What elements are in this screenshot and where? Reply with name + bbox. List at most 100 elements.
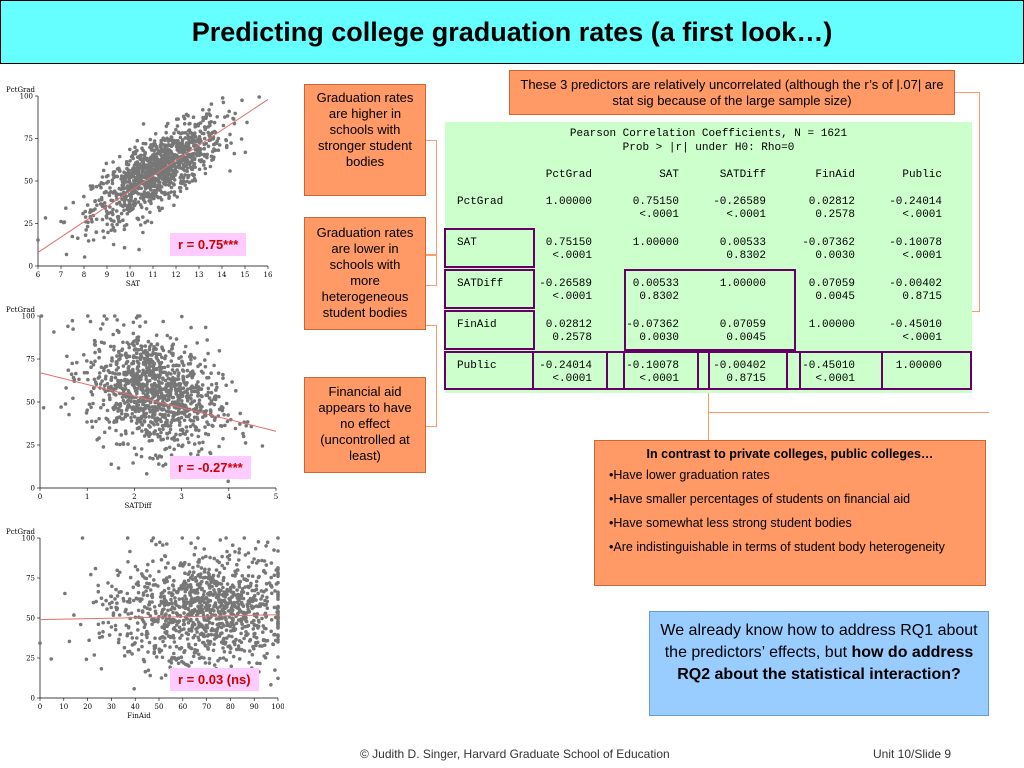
data-point: [187, 173, 191, 178]
data-point: [204, 554, 208, 559]
data-point: [168, 423, 173, 428]
data-point: [276, 655, 280, 659]
data-point: [172, 378, 177, 383]
data-point: [155, 456, 160, 460]
data-point: [276, 580, 280, 585]
correlation-value: 0.00533: [719, 237, 766, 249]
data-point: [138, 324, 142, 329]
highlight-satdiff-row: [444, 269, 535, 309]
data-point: [111, 172, 115, 177]
data-point: [163, 554, 168, 559]
data-point: [182, 418, 187, 423]
data-point: [144, 576, 149, 581]
data-point: [135, 421, 139, 425]
data-point: [120, 348, 124, 353]
p-value: 0.0030: [639, 332, 679, 344]
data-point: [133, 145, 137, 150]
data-point: [142, 420, 147, 424]
data-point: [186, 113, 190, 118]
data-point: [202, 589, 206, 594]
p-value: 0.8302: [639, 291, 679, 303]
x-tick-label: 10: [59, 703, 68, 711]
data-point: [116, 384, 120, 389]
data-point: [173, 387, 178, 391]
data-point: [152, 381, 157, 386]
data-point: [150, 421, 155, 425]
data-point: [144, 180, 149, 185]
data-point: [148, 400, 153, 405]
data-point: [194, 650, 198, 655]
data-point: [163, 565, 168, 570]
data-point: [177, 604, 181, 609]
data-point: [117, 200, 122, 205]
data-point: [203, 171, 208, 176]
data-point: [129, 399, 133, 404]
data-point: [197, 652, 201, 657]
data-point: [146, 404, 151, 408]
data-point: [194, 425, 198, 430]
data-point: [157, 396, 161, 401]
data-point: [140, 146, 144, 150]
question-plain: We already know how to address RQ1 about…: [660, 622, 978, 661]
data-point: [235, 562, 239, 567]
data-point: [252, 646, 256, 651]
data-point: [158, 151, 162, 155]
data-point: [132, 687, 136, 691]
data-point: [176, 589, 180, 594]
data-point: [161, 376, 165, 380]
data-point: [184, 597, 189, 601]
data-point: [178, 131, 183, 136]
data-point: [203, 325, 208, 330]
data-point: [36, 238, 40, 242]
data-point: [70, 234, 75, 239]
p-value: 0.0045: [815, 291, 855, 303]
data-point: [126, 560, 130, 564]
data-point: [179, 157, 183, 162]
data-point: [109, 378, 113, 382]
data-point: [216, 574, 221, 578]
data-point: [180, 181, 184, 186]
data-point: [137, 416, 142, 421]
data-point: [141, 230, 145, 235]
data-point: [133, 641, 137, 645]
data-point: [173, 596, 177, 600]
data-point: [160, 346, 165, 351]
data-point: [196, 434, 201, 439]
data-point: [169, 185, 174, 190]
data-point: [136, 628, 140, 632]
data-point: [101, 168, 106, 173]
data-point: [112, 170, 117, 174]
row-label: PctGrad: [457, 196, 504, 208]
data-point: [190, 626, 194, 631]
data-point: [263, 598, 267, 603]
data-point: [148, 210, 152, 215]
data-point: [148, 145, 152, 150]
data-point: [180, 410, 184, 415]
data-point: [207, 661, 212, 665]
data-point: [143, 622, 148, 626]
data-point: [110, 223, 114, 227]
data-point: [228, 169, 232, 173]
data-point: [144, 207, 149, 211]
data-point: [245, 591, 250, 596]
data-point: [98, 382, 103, 386]
data-point: [276, 634, 280, 639]
data-point: [69, 372, 74, 376]
data-point: [130, 206, 135, 211]
data-point: [255, 623, 259, 628]
data-point: [126, 626, 131, 630]
data-point: [241, 431, 245, 436]
data-point: [129, 415, 133, 420]
data-point: [152, 196, 156, 201]
data-point: [161, 387, 165, 391]
question-box: We already know how to address RQ1 about…: [649, 611, 989, 716]
data-point: [177, 625, 182, 630]
data-point: [210, 607, 214, 612]
data-point: [202, 146, 207, 151]
data-point: [153, 429, 157, 433]
data-point: [180, 140, 184, 144]
data-point: [206, 598, 211, 602]
data-point: [149, 342, 153, 347]
data-point: [178, 587, 182, 591]
data-point: [203, 127, 207, 132]
